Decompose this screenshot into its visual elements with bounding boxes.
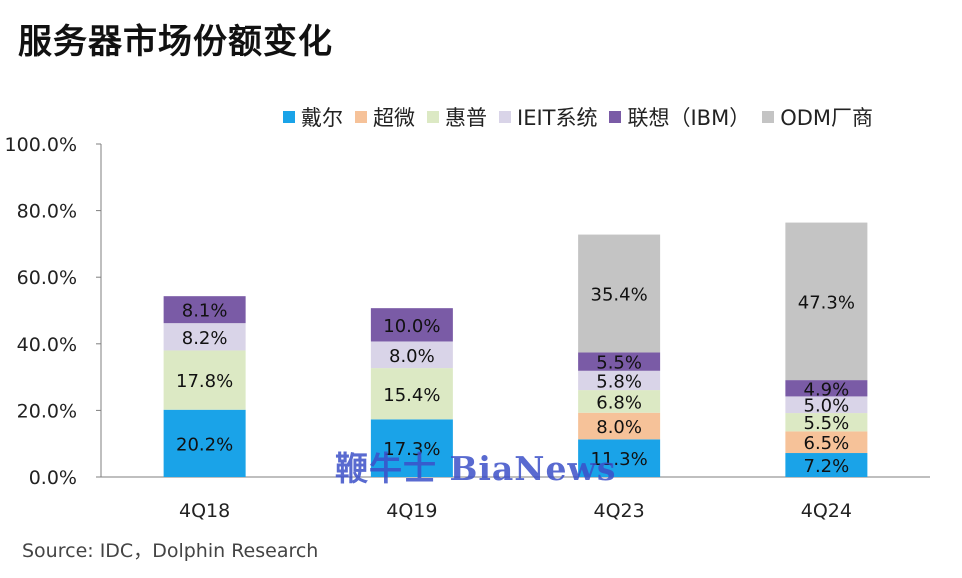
- data-label: 8.0%: [596, 417, 642, 438]
- y-tick-label: 40.0%: [17, 334, 77, 356]
- data-label: 6.5%: [804, 433, 850, 454]
- data-label: 4.9%: [804, 379, 850, 400]
- legend-item-1: 超微: [355, 102, 415, 132]
- bar-segment: [578, 370, 661, 391]
- bar-segment: [785, 453, 868, 477]
- y-tick-label: 60.0%: [17, 267, 77, 289]
- legend-swatch: [609, 111, 622, 123]
- x-tick-label: 4Q19: [386, 500, 437, 522]
- y-tick-label: 80.0%: [17, 201, 77, 223]
- legend-swatch: [499, 111, 511, 123]
- legend-item-0: 戴尔: [283, 102, 343, 132]
- bar-segment: [163, 323, 246, 351]
- legend-label: ODM厂商: [780, 106, 874, 130]
- data-label: 5.8%: [596, 371, 642, 392]
- data-label: 17.3%: [383, 439, 440, 460]
- legend-label: IEIT系统: [517, 106, 598, 130]
- legend-swatch: [283, 111, 295, 123]
- data-label: 5.5%: [804, 413, 850, 434]
- bar-segment: [370, 419, 453, 477]
- bar-segment: [578, 234, 661, 353]
- bar-segment: [578, 352, 661, 371]
- bar-segment: [785, 431, 868, 454]
- y-tick-label: 100.0%: [5, 134, 77, 156]
- legend-item-3: IEIT系统: [499, 102, 597, 132]
- bar-segment: [578, 390, 661, 413]
- legend-label: 戴尔: [301, 106, 343, 130]
- legend-item-5: ODM厂商: [762, 102, 873, 132]
- bar-segment: [163, 409, 246, 477]
- chart-legend: 戴尔 超微 惠普 IEIT系统 联想（IBM） ODM厂商: [283, 104, 885, 130]
- y-tick-label: 20.0%: [17, 400, 77, 422]
- legend-label: 联想（IBM）: [627, 106, 751, 130]
- source-note: Source: IDC，Dolphin Research: [22, 540, 319, 562]
- bar-segment: [578, 439, 661, 477]
- bar-segment: [370, 341, 453, 369]
- data-label: 20.2%: [176, 434, 233, 455]
- data-label: 10.0%: [383, 316, 440, 337]
- legend-label: 惠普: [445, 106, 487, 130]
- x-tick-label: 4Q23: [594, 500, 645, 522]
- legend-swatch: [762, 111, 775, 123]
- data-label: 7.2%: [804, 456, 850, 477]
- data-label: 8.1%: [182, 301, 228, 322]
- data-label: 8.0%: [389, 346, 435, 367]
- bar-segment: [785, 413, 868, 432]
- chart-title: 服务器市场份额变化: [18, 22, 333, 62]
- data-label: 35.4%: [591, 285, 648, 306]
- legend-label: 超微: [373, 106, 415, 130]
- bar-segment: [370, 368, 453, 420]
- y-tick-label: 0.0%: [29, 467, 77, 489]
- legend-swatch: [427, 111, 439, 123]
- data-label: 11.3%: [591, 449, 648, 470]
- x-tick-label: 4Q24: [801, 500, 852, 522]
- bar-segment: [785, 396, 868, 414]
- legend-swatch: [355, 111, 367, 123]
- x-tick-label: 4Q18: [179, 500, 230, 522]
- data-label: 17.8%: [176, 371, 233, 392]
- data-label: 5.5%: [596, 353, 642, 374]
- bar-segment: [578, 412, 661, 440]
- data-label: 8.2%: [182, 328, 228, 349]
- bar-segment: [370, 308, 453, 342]
- bar-segment: [785, 222, 868, 381]
- data-label: 5.0%: [804, 396, 850, 417]
- bar-segment: [785, 380, 868, 397]
- legend-item-2: 惠普: [427, 102, 487, 132]
- data-label: 15.4%: [383, 385, 440, 406]
- bar-segment: [163, 296, 246, 324]
- data-label: 47.3%: [798, 292, 855, 313]
- data-label: 6.8%: [596, 392, 642, 413]
- watermark-text: 鞭牛士 BiaNews: [335, 449, 617, 488]
- bar-segment: [163, 350, 246, 410]
- legend-item-4: 联想（IBM）: [609, 102, 750, 132]
